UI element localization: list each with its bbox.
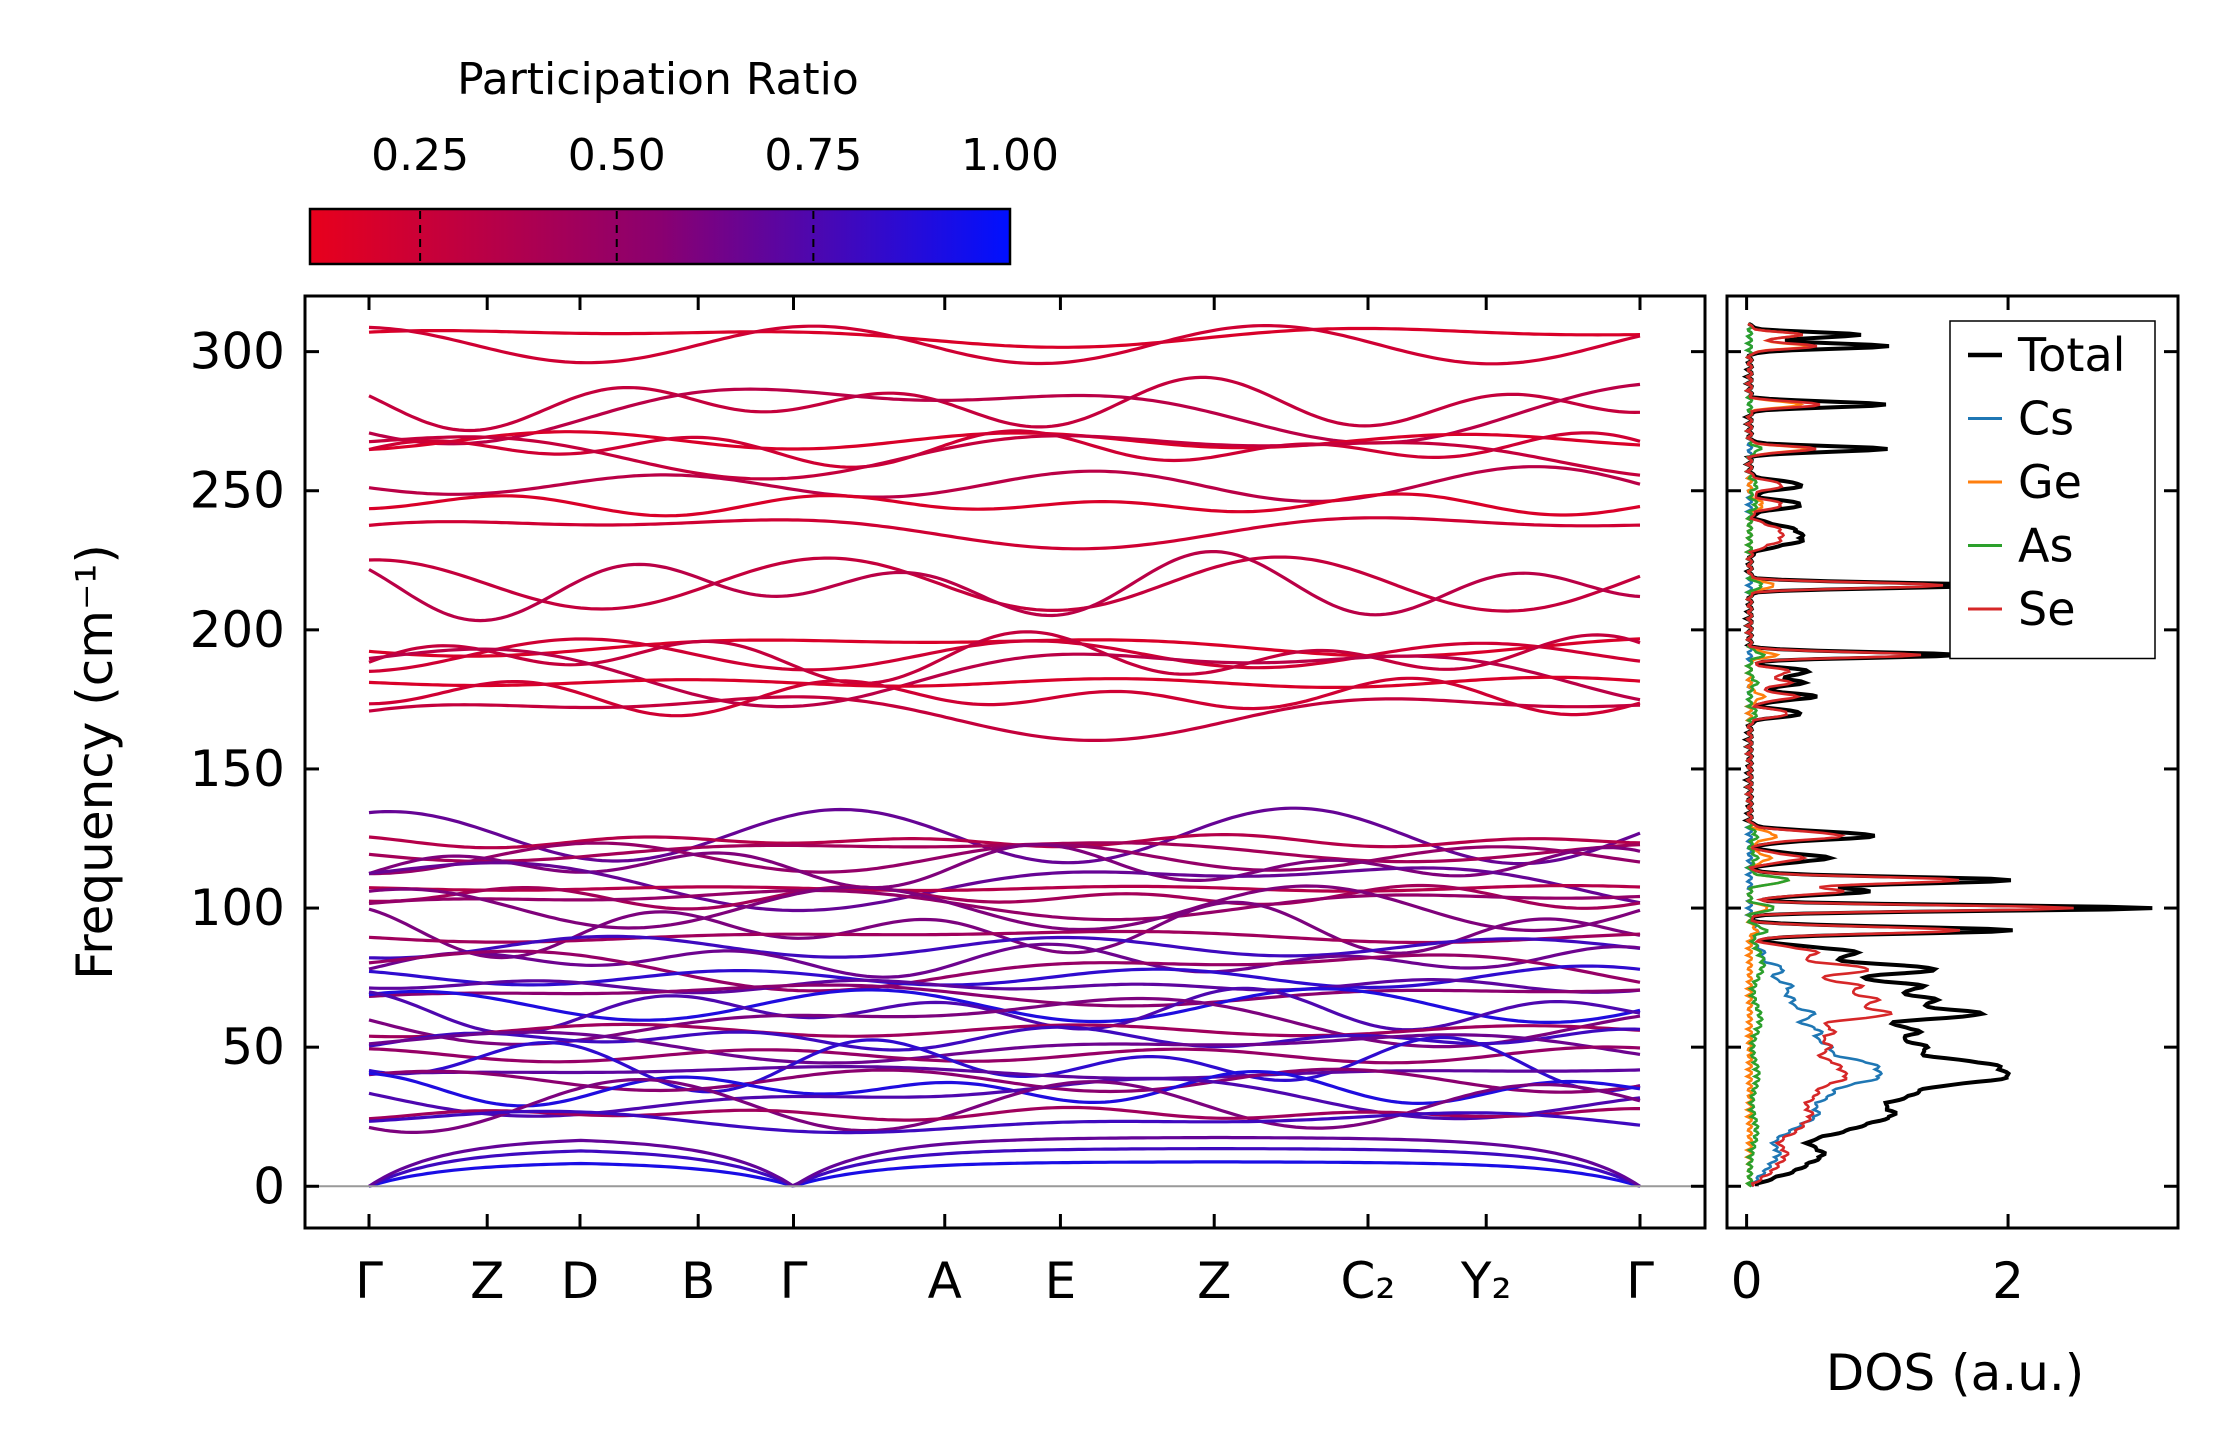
phonon-band-line <box>368 942 1641 979</box>
kpoint-label: A <box>928 1252 962 1310</box>
phonon-band-line <box>368 676 1641 718</box>
legend-label: Ge <box>2018 455 2082 509</box>
phonon-bands <box>368 324 1641 1188</box>
colorbar: Participation Ratio 0.25 0.50 0.75 1.00 <box>308 54 1059 266</box>
kpoint-label: Γ <box>780 1252 808 1310</box>
phonon-band-line <box>368 324 1641 366</box>
y-tick-label: 50 <box>221 1018 285 1076</box>
phonon-band-line <box>368 492 1641 518</box>
kpoint-label: Y₂ <box>1460 1252 1512 1310</box>
colorbar-tick-label: 0.75 <box>764 130 862 181</box>
phonon-band-line <box>368 884 1641 933</box>
phonon-band-line <box>368 861 1641 913</box>
y-tick-label: 150 <box>190 740 285 798</box>
y-tick-label: 300 <box>190 323 285 381</box>
phonon-band-line <box>368 555 1641 613</box>
phonon-band-line <box>368 429 1641 469</box>
legend-label: Cs <box>2018 392 2074 446</box>
kpoint-label: Z <box>1197 1252 1231 1310</box>
phonon-band-line <box>368 1022 1641 1039</box>
band-axes-frame <box>303 294 1707 1230</box>
colorbar-tick-label: 1.00 <box>961 130 1059 181</box>
phonon-band-line <box>368 1077 1641 1135</box>
phonon-band-line <box>368 516 1641 551</box>
dos-curves <box>1741 322 2153 1188</box>
y-tick-label: 0 <box>253 1157 285 1215</box>
phonon-band-line <box>368 434 1641 481</box>
colorbar-ticks: 0.25 0.50 0.75 1.00 <box>371 130 1059 262</box>
colorbar-tick-label: 0.50 <box>568 130 666 181</box>
phonon-band-line <box>368 1109 1641 1135</box>
phonon-band-line <box>368 806 1641 866</box>
y-tick-label: 250 <box>190 462 285 520</box>
kpoint-label: C₂ <box>1341 1252 1396 1310</box>
phonon-band-line <box>368 549 1641 623</box>
phonon-band-line <box>368 934 1641 960</box>
acoustic-band-line <box>368 1146 1641 1188</box>
phonon-band-line <box>368 630 1641 686</box>
legend-label: As <box>2018 519 2073 573</box>
dos-x-axis-label: DOS (a.u.) <box>1826 1344 2085 1402</box>
dos-legend: Total Cs Ge As Se <box>1949 320 2156 660</box>
acoustic-band-line <box>368 1160 1641 1188</box>
phonon-band-line <box>368 883 1641 893</box>
y-tick-label: 200 <box>190 601 285 659</box>
dos-axes-frame <box>1725 294 2180 1230</box>
phonon-band-line <box>368 841 1641 864</box>
phonon-band-line <box>368 675 1641 690</box>
phonon-band-line <box>368 647 1641 709</box>
colorbar-label: Participation Ratio <box>457 54 859 105</box>
colorbar-gradient <box>308 207 1012 266</box>
phonon-band-line <box>368 430 1641 452</box>
phonon-band-line <box>368 1025 1641 1052</box>
kpoint-label: Γ <box>1626 1252 1654 1310</box>
phonon-band-line <box>368 1064 1641 1081</box>
legend-box <box>1949 320 2156 660</box>
phonon-band-line <box>368 983 1641 1008</box>
phonon-band-line <box>368 465 1641 503</box>
kpoint-label: E <box>1045 1252 1077 1310</box>
legend-label: Se <box>2018 582 2076 636</box>
kpoint-label: Z <box>470 1252 504 1310</box>
phonon-band-line <box>368 900 1641 960</box>
phonon-band-line <box>368 326 1641 349</box>
phonon-band-line <box>368 842 1641 890</box>
kpoint-label: Γ <box>355 1252 383 1310</box>
phonon-band-line <box>368 637 1641 673</box>
phonon-band-line <box>368 1030 1641 1065</box>
dos-x-tick-label: 0 <box>1731 1252 1763 1310</box>
dos-x-tick-label: 2 <box>1992 1252 2024 1310</box>
dos-curve-se <box>1743 322 2074 1188</box>
phonon-band-line <box>368 1067 1641 1094</box>
phonon-band-line <box>368 977 1641 995</box>
y-axis-label: Frequency (cm⁻¹) <box>66 544 124 980</box>
phonon-band-line <box>368 888 1641 922</box>
kpoint-label: D <box>561 1252 600 1310</box>
colorbar-tick-label: 0.25 <box>371 130 469 181</box>
phonon-band-line <box>368 695 1641 743</box>
phonon-band-line <box>368 883 1641 911</box>
phonon-band-line <box>368 1069 1641 1108</box>
acoustic-band-line <box>368 1135 1641 1188</box>
kpoint-label: B <box>681 1252 715 1310</box>
phonon-band-line <box>368 1045 1641 1065</box>
phonon-band-line <box>368 375 1641 433</box>
phonon-band-line <box>368 382 1641 446</box>
phonon-band-line <box>368 949 1641 993</box>
y-tick-label: 100 <box>190 879 285 937</box>
legend-label: Total <box>2017 328 2125 382</box>
phonon-band-line <box>368 1035 1641 1094</box>
